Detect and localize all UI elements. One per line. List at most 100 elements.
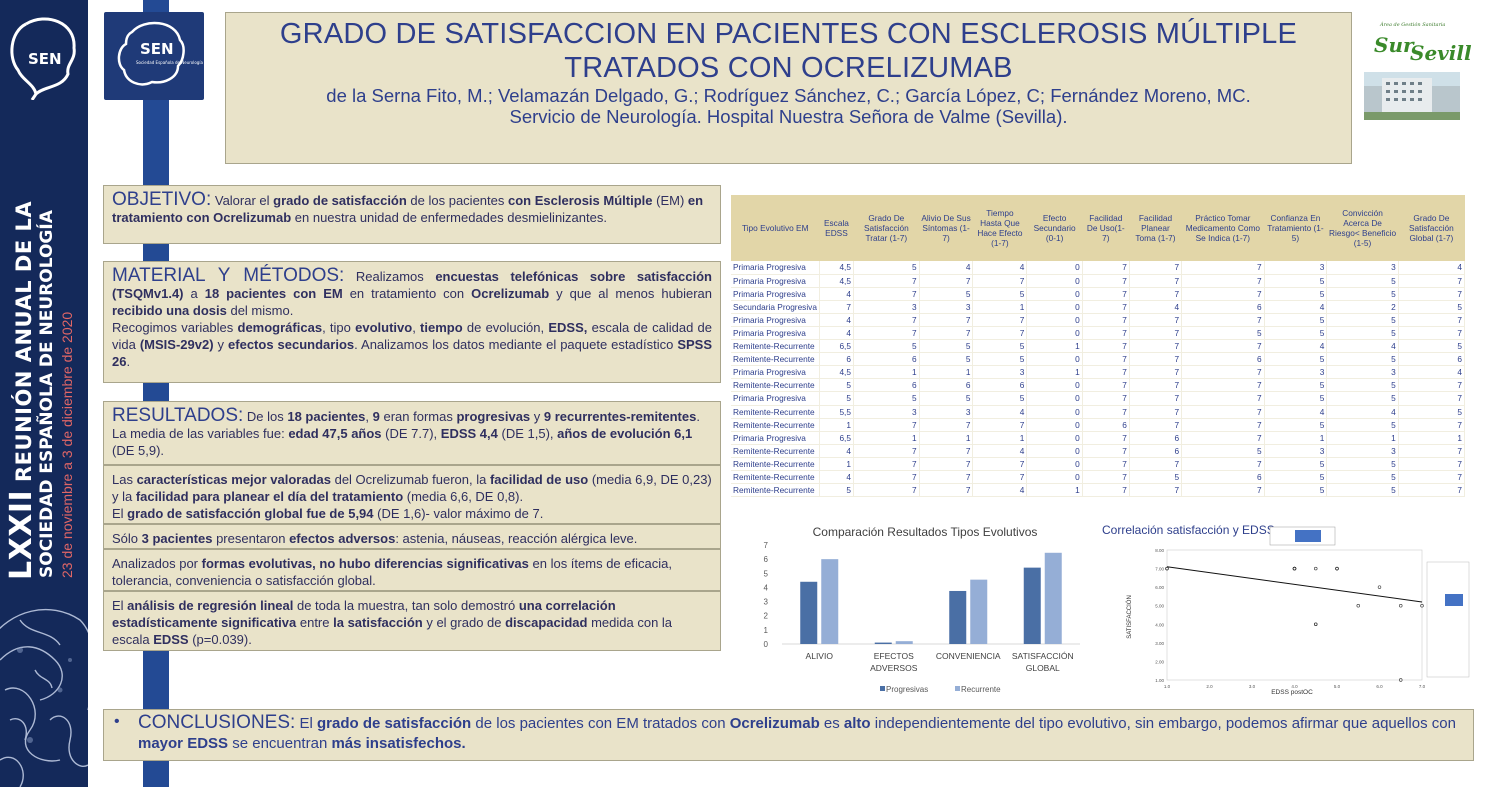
table-cell: 6 bbox=[853, 352, 920, 367]
res-text: (p=0.039). bbox=[188, 632, 252, 647]
table-cell: 3 bbox=[919, 300, 974, 314]
res-text: : astenia, náuseas, reacción alérgica le… bbox=[395, 531, 638, 546]
table-cell: 7 bbox=[972, 326, 1028, 341]
scatter-x-tick: 2.0 bbox=[1206, 684, 1213, 689]
table-cell: 4 bbox=[819, 313, 854, 327]
legend-label-1: Recurrente bbox=[961, 685, 1001, 694]
res-bold: facilidad para planear el día del tratam… bbox=[135, 489, 404, 504]
table-cell: 1 bbox=[1026, 483, 1083, 498]
objetivo-text: de los pacientes bbox=[406, 193, 508, 208]
table-cell: 7 bbox=[1398, 483, 1466, 498]
table-cell: 7 bbox=[1181, 287, 1265, 301]
scatter-point bbox=[1314, 622, 1318, 626]
metodos-text: . Analizamos los datos mediante el paque… bbox=[354, 337, 678, 352]
table-cell: Remitente-Recurrente bbox=[731, 378, 820, 393]
table-cell: 5 bbox=[1326, 457, 1399, 472]
table-cell: 5 bbox=[1129, 470, 1183, 485]
hospital-logo-sevilla: Sevilla bbox=[1410, 41, 1472, 65]
table-cell: 6 bbox=[853, 378, 920, 393]
table-cell: Primaria Progresiva bbox=[731, 431, 820, 445]
scatter-y-tick: 4.00 bbox=[1155, 622, 1164, 627]
table-cell: 5 bbox=[919, 339, 974, 354]
table-cell: Remitente-Recurrente bbox=[731, 405, 820, 419]
concl-bold: alto bbox=[843, 715, 871, 732]
table-cell: Remitente-Recurrente bbox=[731, 418, 820, 432]
scatter-y-tick: 8.00 bbox=[1155, 548, 1164, 553]
table-cell: 5 bbox=[1264, 418, 1328, 432]
table-row: Primaria Progresiva 4,5 1 1 3 1 7 7 7 3 3 4 bbox=[731, 365, 1466, 380]
table-cell: 3 bbox=[853, 300, 920, 314]
table-row: Remitente-Recurrente 1 7 7 7 0 6 7 7 5 5 7 bbox=[731, 418, 1466, 432]
table-cell: 5 bbox=[1326, 326, 1399, 341]
patient-data-table: Tipo Evolutivo EM Escala EDSS Grado De Sat… bbox=[731, 195, 1466, 498]
metodos-bold: encuestas telefónicas sobre satisfacción bbox=[435, 269, 712, 284]
bar-y-tick: 6 bbox=[764, 555, 769, 564]
table-cell: Primaria Progresiva bbox=[731, 261, 820, 275]
scatter-chart-title: Correlación satisfacción y EDSS bbox=[1102, 523, 1275, 537]
table-cell: Primaria Progresiva bbox=[731, 313, 820, 327]
res-text: Analizados por bbox=[112, 556, 202, 571]
res-text: El bbox=[112, 506, 128, 521]
res-text: Sólo bbox=[112, 531, 142, 546]
res-text: del Ocrelizumab fueron, la bbox=[330, 472, 490, 487]
hospital-logo-small: Área de Gestión Sanitaria bbox=[1379, 21, 1445, 28]
table-header-cell: Efecto Secundario (0-1) bbox=[1026, 195, 1083, 261]
sen-logo: SEN Sociedad Española de Neurología bbox=[104, 12, 204, 100]
res-text: entre bbox=[296, 615, 334, 630]
res-bold: análisis de regresión lineal bbox=[127, 598, 294, 613]
table-cell: 7 bbox=[819, 300, 854, 314]
metodos-text: . bbox=[126, 354, 131, 369]
table-cell: 7 bbox=[919, 313, 974, 327]
table-header-cell: Tiempo Hasta Que Hace Efecto (1-7) bbox=[972, 195, 1027, 261]
table-cell: Primaria Progresiva bbox=[731, 391, 820, 406]
accent-stripe bbox=[143, 0, 169, 787]
table-cell: 7 bbox=[1082, 444, 1130, 458]
table-cell: 1 bbox=[919, 365, 974, 380]
congress-title: LXXII REUNIÓN ANUAL DE LA SOCIEDAD ESPAÑ… bbox=[4, 60, 76, 580]
table-cell: 6 bbox=[1398, 352, 1466, 367]
bar-y-tick: 3 bbox=[764, 598, 769, 607]
table-cell: 5 bbox=[1326, 274, 1399, 288]
res-text: La media de las variables fue: bbox=[112, 426, 289, 441]
table-cell: 3 bbox=[1264, 261, 1328, 275]
table-cell: 0 bbox=[1026, 431, 1083, 445]
table-cell: 7 bbox=[1082, 326, 1130, 341]
table-row: Remitente-Recurrente 5 6 6 6 0 7 7 7 5 5 7 bbox=[731, 378, 1466, 393]
res-bold: EDSS 4,4 bbox=[440, 426, 498, 441]
table-cell: 5 bbox=[1326, 313, 1399, 327]
metodos-bold: efectos secundarios bbox=[228, 337, 355, 352]
table-cell: 4 bbox=[972, 261, 1028, 275]
bar-y-tick: 7 bbox=[764, 541, 769, 550]
table-cell: 7 bbox=[1181, 418, 1265, 432]
concl-text: El bbox=[295, 715, 317, 732]
metodos-text: a bbox=[183, 286, 205, 301]
res-bold: facilidad de uso bbox=[489, 472, 589, 487]
table-header-cell: Grado De Satisfacción Tratar (1-7) bbox=[853, 195, 920, 261]
table-cell: 7 bbox=[1398, 418, 1466, 432]
objetivo-bold: grado de satisfacción bbox=[273, 193, 407, 208]
concl-bold: más insatisfechos. bbox=[331, 735, 466, 752]
table-cell: Remitente-Recurrente bbox=[731, 352, 820, 367]
congress-line2: SOCIEDAD ESPAÑOLA DE NEUROLOGÍA bbox=[37, 210, 57, 578]
legend-label-0: Progresivas bbox=[886, 685, 928, 694]
table-cell: 3 bbox=[853, 405, 920, 419]
bar-y-tick: 1 bbox=[764, 626, 769, 635]
metodos-text: , tipo bbox=[322, 320, 356, 335]
table-cell: 4 bbox=[972, 444, 1028, 458]
concl-text: independientemente del tipo evolutivo, s… bbox=[870, 715, 1456, 732]
hospital-logo: Área de Gestión Sanitaria Sur Sevilla bbox=[1362, 12, 1485, 122]
table-cell: 5 bbox=[919, 352, 974, 367]
table-cell: Primaria Progresiva bbox=[731, 326, 820, 341]
res-bold: la satisfacción bbox=[333, 615, 423, 630]
table-cell: 7 bbox=[1181, 378, 1265, 393]
table-cell: 0 bbox=[1026, 274, 1083, 288]
table-row: Remitente-Recurrente 4 7 7 4 0 7 6 5 3 3 7 bbox=[731, 444, 1466, 458]
res-bold: EDSS bbox=[153, 632, 189, 647]
scatter-y-tick: 2.00 bbox=[1155, 659, 1164, 664]
metodos-text: Recogimos variables bbox=[112, 320, 238, 335]
congress-line1: REUNIÓN ANUAL DE LA bbox=[12, 200, 36, 482]
resultados-heading: RESULTADOS: bbox=[112, 405, 244, 426]
table-cell: Primaria Progresiva bbox=[731, 274, 820, 288]
scatter-y-tick: 7.00 bbox=[1155, 567, 1164, 572]
res-bold: una correlación estadísticamente signifi… bbox=[112, 598, 616, 630]
